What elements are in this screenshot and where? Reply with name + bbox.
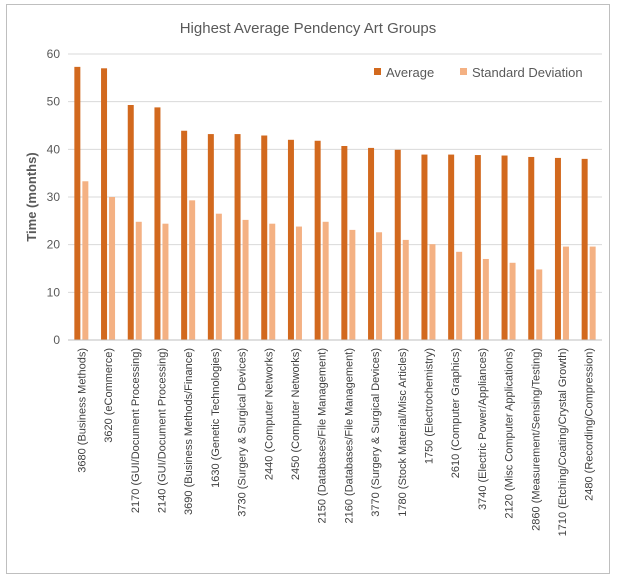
x-category-label: 2440 (Computer Networks) — [263, 348, 275, 480]
bar-std-dev — [269, 223, 276, 340]
bar-std-dev — [589, 246, 596, 340]
y-tick-label: 20 — [47, 238, 61, 252]
bar-std-dev — [189, 200, 196, 340]
bar-std-dev — [109, 197, 116, 340]
bar-average — [581, 158, 588, 340]
bar-std-dev — [562, 246, 569, 340]
bar-std-dev — [402, 239, 409, 340]
x-category-label: 2480 (Recording/Compression) — [584, 348, 596, 501]
x-category-label: 3770 (Surgery & Surgical Devices) — [370, 348, 382, 517]
bar-average — [341, 145, 348, 340]
y-tick-label: 50 — [47, 95, 61, 109]
bar-std-dev — [509, 262, 516, 340]
chart-title: Highest Average Pendency Art Groups — [180, 20, 437, 37]
x-category-label: 2160 (Databases/File Management) — [343, 348, 355, 523]
bar-average — [101, 68, 108, 341]
bar-std-dev — [322, 221, 329, 340]
bar-std-dev — [162, 223, 169, 340]
y-tick-label: 10 — [47, 285, 61, 299]
bar-average — [554, 157, 561, 340]
bar-std-dev — [376, 232, 383, 340]
x-category-label: 1750 (Electrochemistry) — [423, 348, 435, 464]
bar-std-dev — [295, 226, 302, 340]
x-category-label: 3730 (Surgery & Surgical Devices) — [237, 348, 249, 517]
bar-average — [528, 156, 535, 340]
bar-std-dev — [456, 251, 463, 340]
legend-swatch — [460, 68, 467, 75]
x-category-label: 1630 (Genetic Technologies) — [210, 348, 222, 488]
x-category-label: 2170 (GUI/Document Processing) — [130, 348, 142, 513]
y-tick-label: 60 — [47, 47, 61, 61]
x-category-label: 1780 (Stock Material/Misc Articles) — [397, 348, 409, 517]
bar-average — [368, 147, 375, 340]
bar-average — [287, 139, 294, 340]
bar-average — [314, 140, 321, 340]
x-category-label: 2140 (GUI/Document Processing) — [156, 348, 168, 513]
bar-average — [234, 134, 241, 340]
y-axis-ticks: 0 10 20 30 40 50 60 — [47, 47, 61, 347]
bar-std-dev — [349, 229, 356, 340]
y-tick-label: 0 — [53, 333, 60, 347]
bar-average — [421, 154, 428, 340]
x-category-label: 3620 (eCommerce) — [103, 348, 115, 443]
y-tick-label: 40 — [47, 142, 61, 156]
bar-average — [207, 134, 214, 340]
x-category-label: 2120 (Misc Computer Applications) — [504, 348, 516, 519]
legend-label: Average — [386, 65, 434, 80]
legend-label: Standard Deviation — [472, 65, 583, 80]
bar-average — [154, 107, 161, 341]
bar-std-dev — [482, 258, 489, 340]
bar-average — [261, 135, 268, 340]
x-category-label: 3680 (Business Methods) — [76, 348, 88, 473]
bar-average — [74, 66, 81, 341]
bar-std-dev — [82, 181, 89, 340]
bar-average — [474, 155, 481, 340]
x-category-label: 3690 (Business Methods/Finance) — [183, 348, 195, 515]
x-category-label: 2860 (Measurement/Sensing/Testing) — [530, 348, 542, 531]
legend: Average Standard Deviation — [374, 65, 583, 80]
y-tick-label: 30 — [47, 190, 61, 204]
legend-swatch — [374, 68, 381, 75]
bar-std-dev — [135, 221, 142, 340]
bar-std-dev — [429, 244, 436, 340]
x-category-label: 2610 (Computer Graphics) — [450, 348, 462, 478]
x-axis-categories: 3680 (Business Methods) 3620 (eCommerce) 2… — [76, 348, 595, 536]
bar-average — [448, 154, 455, 340]
x-category-label: 2150 (Databases/File Management) — [317, 348, 329, 523]
bar-std-dev — [536, 269, 543, 340]
bar-average — [501, 155, 508, 340]
bar-std-dev — [215, 213, 222, 340]
y-axis-label: Time (months) — [24, 152, 39, 241]
bar-average — [127, 105, 134, 341]
bar-average — [181, 130, 188, 340]
gridlines — [68, 53, 602, 293]
bar-std-dev — [242, 219, 249, 340]
bars — [74, 66, 596, 341]
x-category-label: 1710 (Etching/Coating/Crystal Growth) — [557, 348, 569, 536]
x-category-label: 2450 (Computer Networks) — [290, 348, 302, 480]
x-category-label: 3740 (Electric Power/Appliances) — [477, 348, 489, 510]
bar-average — [394, 149, 401, 340]
